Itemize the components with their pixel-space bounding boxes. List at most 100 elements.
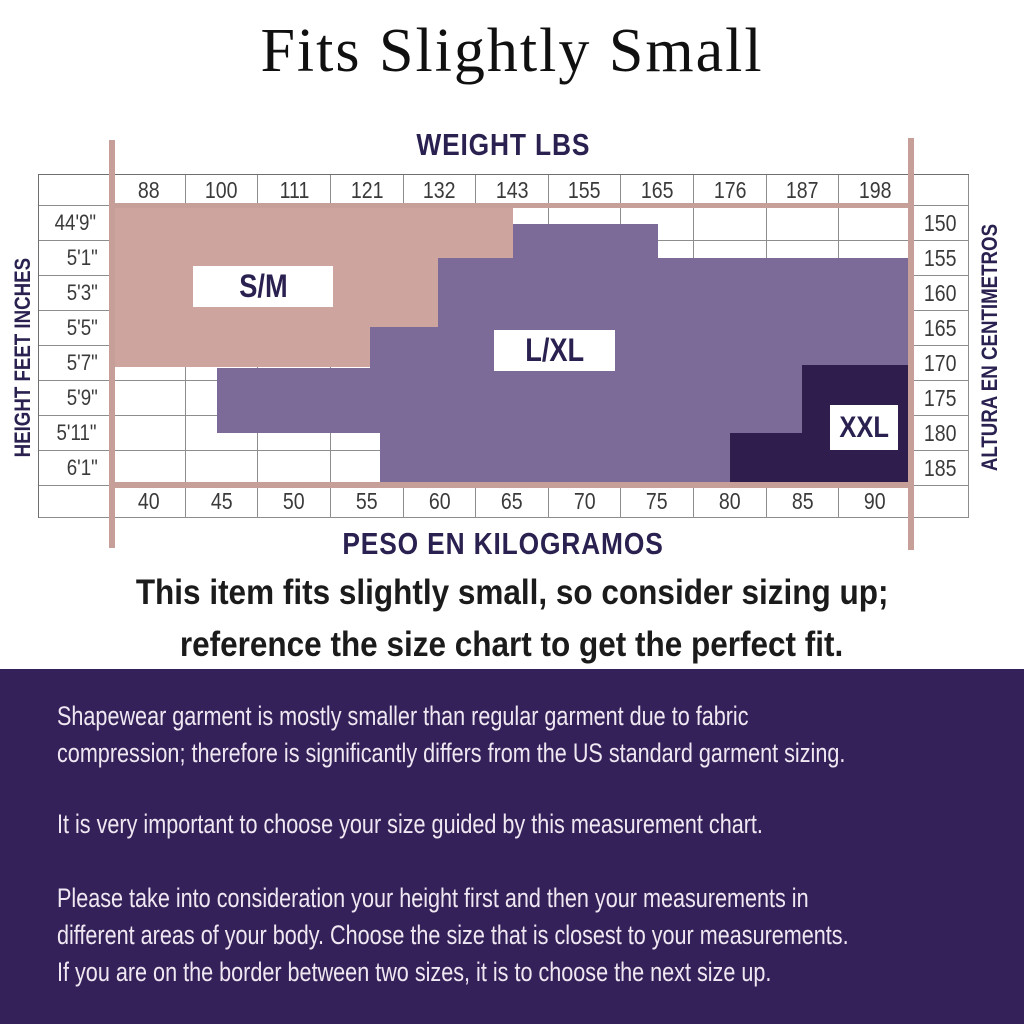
grid-cell	[330, 276, 404, 311]
info-panel: Shapewear garment is mostly smaller than…	[0, 669, 1024, 1024]
grid-cell	[185, 416, 259, 451]
height-cm-cell: 175	[911, 381, 969, 416]
fit-note-line-2: reference the size chart to get the perf…	[0, 619, 1024, 671]
grid-cell	[476, 381, 549, 416]
grid-cell	[113, 381, 186, 416]
kg-axis-title: PESO EN KILOGRAMOS	[38, 526, 968, 562]
info-paragraph-3-line-3: If you are on the border between two siz…	[57, 957, 772, 987]
grid-cell	[330, 311, 404, 346]
grid-cell	[839, 241, 912, 276]
grid-cell	[185, 346, 259, 381]
size-label-sm-text: S/M	[238, 268, 288, 304]
height-ft-cell: 5'1"	[39, 241, 113, 276]
grid-cell	[621, 451, 694, 486]
grid-cell	[694, 346, 767, 381]
grid-cell	[113, 346, 186, 381]
weight-lbs-cell: 198	[839, 175, 912, 206]
grid-cell	[694, 451, 767, 486]
height-cm-cell: 155	[911, 241, 969, 276]
info-paragraph-2: It is very important to choose your size…	[57, 806, 939, 843]
fit-note-line-2-text: reference the size chart to get the perf…	[180, 625, 844, 664]
size-label-xxl: XXL	[830, 405, 898, 450]
corner-cell-bottom-right	[911, 486, 969, 518]
grid-cell	[766, 346, 840, 381]
grid-cell	[403, 276, 477, 311]
grid-cell	[403, 206, 477, 241]
grid-cell	[548, 451, 622, 486]
grid-cell	[476, 206, 549, 241]
grid-cell	[621, 381, 694, 416]
accent-line-vertical-left	[109, 140, 115, 548]
grid-cell	[621, 206, 694, 241]
height-cm-cell: 150	[911, 206, 969, 241]
grid-cell	[621, 346, 694, 381]
accent-line-horizontal-top	[109, 203, 914, 208]
grid-cell	[258, 451, 331, 486]
corner-cell-bottom-left	[39, 486, 113, 518]
grid-cell	[694, 276, 767, 311]
height-cm-cell: 170	[911, 346, 969, 381]
grid-cell	[694, 241, 767, 276]
grid-cell	[621, 311, 694, 346]
grid-cell	[621, 241, 694, 276]
height-cm-cell: 185	[911, 451, 969, 486]
grid-cell	[113, 451, 186, 486]
fit-note-line-1: This item fits slightly small, so consid…	[0, 567, 1024, 619]
grid-cell	[185, 206, 259, 241]
grid-cell	[839, 451, 912, 486]
grid-cell	[258, 416, 331, 451]
weight-kg-cell: 50	[258, 486, 331, 518]
info-paragraph-1: Shapewear garment is mostly smaller than…	[57, 698, 1024, 772]
grid-cell	[839, 311, 912, 346]
left-axis-title-text: HEIGHT FEET INCHES	[10, 258, 35, 458]
size-label-lxl: L/XL	[494, 330, 615, 371]
grid-cell	[330, 381, 404, 416]
grid-cell	[766, 451, 840, 486]
height-ft-cell: 5'5"	[39, 311, 113, 346]
size-label-lxl-text: L/XL	[525, 332, 584, 368]
grid-cell	[548, 381, 622, 416]
grid-cell	[403, 451, 477, 486]
grid-cell	[113, 241, 186, 276]
grid-cell	[185, 381, 259, 416]
info-paragraph-1-line-2: compression; therefore is significantly …	[57, 738, 846, 768]
info-paragraph-3-line-2: different areas of your body. Choose the…	[57, 920, 849, 950]
grid-cell	[766, 276, 840, 311]
page-title: Fits Slightly Small	[260, 17, 764, 85]
right-axis-title-text: ALTURA EN CENTIMETROS	[977, 224, 1002, 472]
grid-cell	[694, 416, 767, 451]
grid-cell	[330, 416, 404, 451]
info-paragraph-3-line-1: Please take into consideration your heig…	[57, 883, 809, 913]
grid-cell	[548, 416, 622, 451]
grid-cell	[330, 241, 404, 276]
grid-cell	[258, 381, 331, 416]
weight-lbs-cell: 100	[185, 175, 259, 206]
grid-cell	[839, 206, 912, 241]
grid-cell	[621, 416, 694, 451]
grid-cell	[476, 451, 549, 486]
grid-cell	[476, 416, 549, 451]
grid-cell	[694, 381, 767, 416]
corner-cell-top-right	[911, 175, 969, 206]
grid-cell	[403, 311, 477, 346]
height-ft-cell: 5'9"	[39, 381, 113, 416]
grid-cell	[694, 206, 767, 241]
weight-axis-title: WEIGHT LBS	[38, 127, 968, 163]
weight-lbs-cell: 187	[766, 175, 840, 206]
grid-cell	[330, 206, 404, 241]
height-cm-cell: 160	[911, 276, 969, 311]
weight-kg-cell: 85	[766, 486, 840, 518]
grid-cell	[330, 451, 404, 486]
grid-cell	[403, 381, 477, 416]
weight-kg-cell: 70	[548, 486, 622, 518]
grid-cell	[403, 416, 477, 451]
grid-cell	[113, 206, 186, 241]
size-label-sm: S/M	[193, 266, 333, 307]
weight-kg-cell: 60	[403, 486, 477, 518]
weight-lbs-cell: 132	[403, 175, 477, 206]
grid-cell	[113, 276, 186, 311]
grid-cell	[403, 346, 477, 381]
grid-cell	[621, 276, 694, 311]
grid-cell	[548, 241, 622, 276]
weight-lbs-cell: 165	[621, 175, 694, 206]
